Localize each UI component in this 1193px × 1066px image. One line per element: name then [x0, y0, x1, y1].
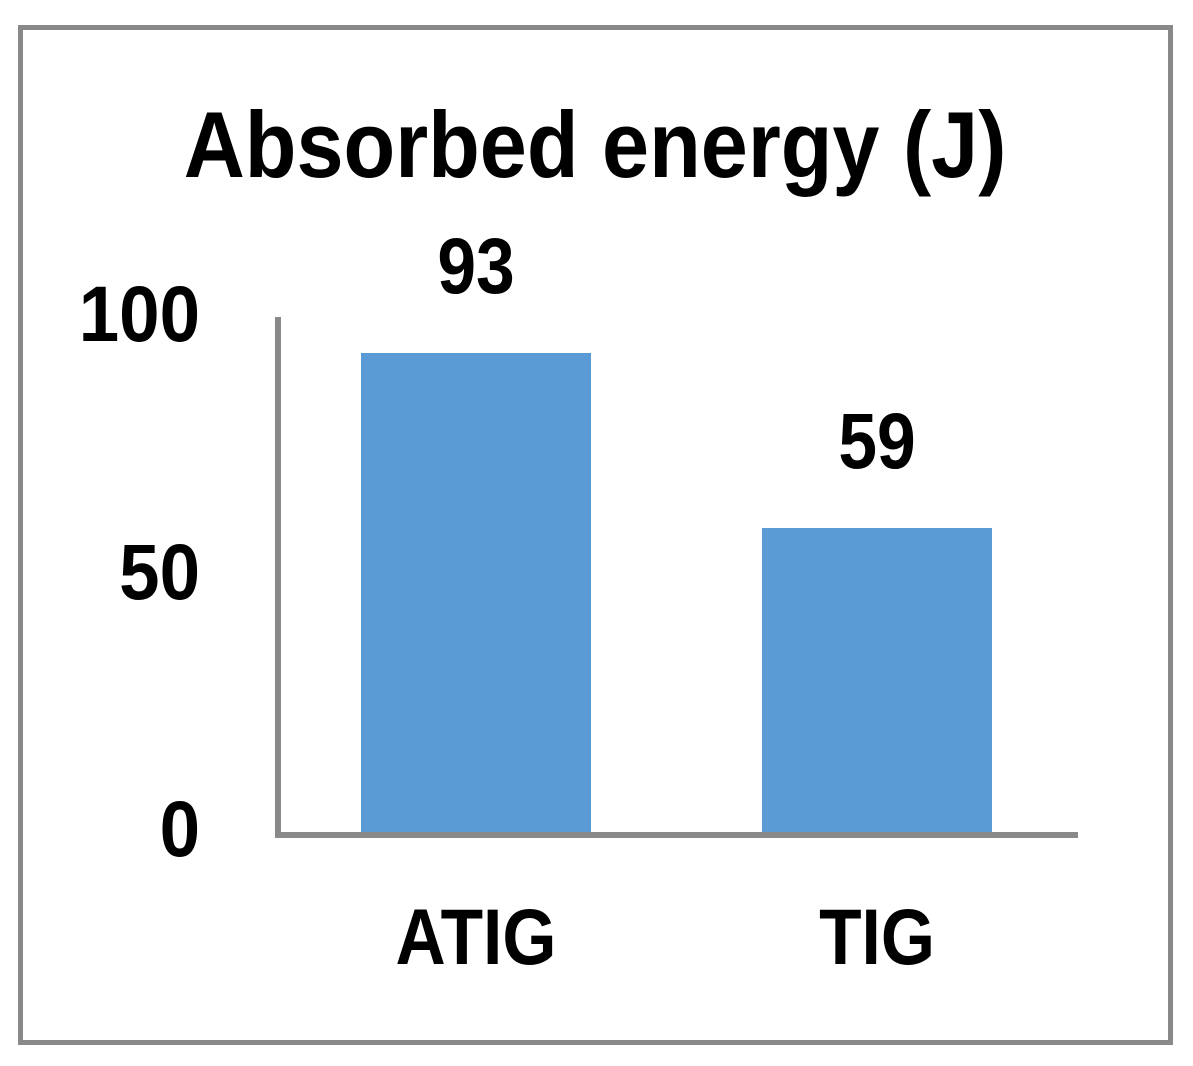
- data-label-atig: 93: [437, 221, 515, 311]
- category-label-atig: ATIG: [395, 892, 557, 981]
- x-axis-line: [275, 832, 1078, 838]
- data-label-tig: 59: [838, 396, 916, 486]
- y-axis-tick-label: 0: [159, 784, 200, 873]
- chart-title-text: Absorbed energy (J): [184, 92, 1007, 197]
- bar-tig: [762, 528, 993, 832]
- y-axis-tick-label: 100: [78, 269, 200, 358]
- chart-border: [18, 25, 1173, 1045]
- chart-title: Absorbed energy (J): [18, 98, 1173, 192]
- y-axis-line: [275, 317, 281, 838]
- bar-atig: [360, 353, 591, 832]
- y-axis-tick-label: 50: [119, 526, 200, 616]
- category-label-tig: TIG: [819, 892, 936, 981]
